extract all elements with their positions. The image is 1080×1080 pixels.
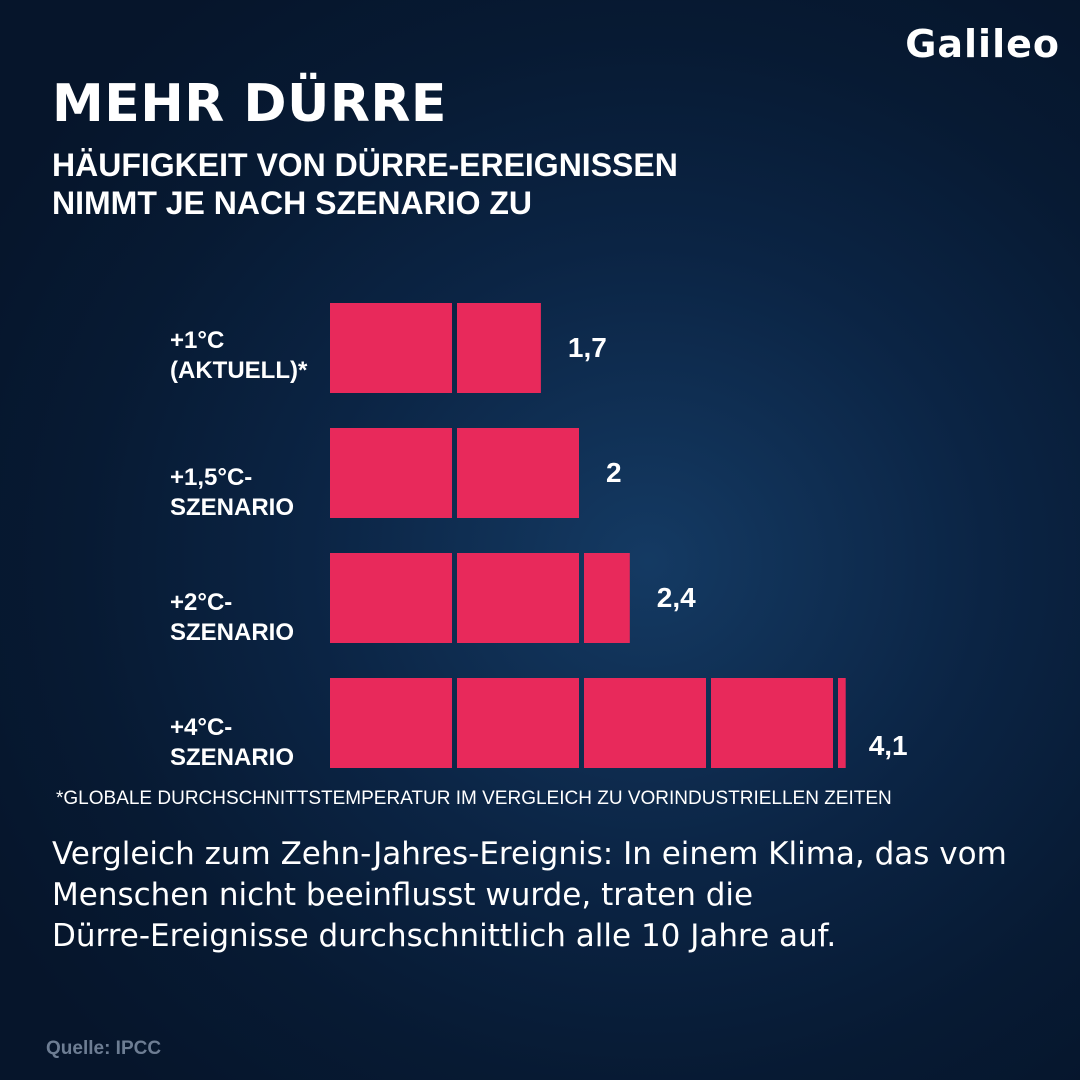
category-label-line: SZENARIO bbox=[170, 494, 294, 521]
bar-segment bbox=[457, 303, 541, 393]
bar-segment bbox=[330, 678, 452, 768]
bar-segment bbox=[330, 428, 452, 518]
bar-segment bbox=[838, 678, 846, 768]
bar-segment bbox=[711, 678, 833, 768]
note-line-3: Dürre-Ereignisse durchschnittlich alle 1… bbox=[52, 918, 837, 954]
category-label-line: +1°C bbox=[170, 327, 224, 354]
value-label: 1,7 bbox=[568, 332, 607, 363]
bar-segment bbox=[330, 303, 452, 393]
value-label: 4,1 bbox=[869, 730, 908, 761]
bar-group-1: +1°C (AKTUELL)* 1,7 bbox=[170, 303, 607, 393]
bar-segment bbox=[457, 678, 579, 768]
category-label-line: +2°C- bbox=[170, 589, 232, 616]
note-line-1: Vergleich zum Zehn-Jahres-Ereignis: In e… bbox=[52, 836, 1007, 872]
category-label-line: +4°C- bbox=[170, 714, 232, 741]
comparison-note: Vergleich zum Zehn-Jahres-Ereignis: In e… bbox=[52, 834, 1032, 957]
bar-segment bbox=[584, 553, 630, 643]
note-line-2: Menschen nicht beeinflusst wurde, traten… bbox=[52, 877, 754, 913]
chart-title: MEHR DÜRRE bbox=[52, 74, 447, 134]
category-label-line: SZENARIO bbox=[170, 619, 294, 646]
source-credit: Quelle: IPCC bbox=[46, 1038, 162, 1059]
bar-group-2: +1,5°C- SZENARIO 2 bbox=[170, 428, 622, 521]
category-label: +2°C- SZENARIO bbox=[170, 589, 294, 646]
galileo-logo: Galileo bbox=[905, 22, 1060, 66]
category-label: +4°C- SZENARIO bbox=[170, 714, 294, 771]
category-label-line: (AKTUELL)* bbox=[170, 357, 308, 384]
value-label: 2,4 bbox=[657, 582, 696, 613]
category-label-line: SZENARIO bbox=[170, 744, 294, 771]
category-label-line: +1,5°C- bbox=[170, 464, 252, 491]
bar-segment bbox=[330, 553, 452, 643]
bar-segment bbox=[457, 428, 579, 518]
subtitle-line-1: HÄUFIGKEIT VON DÜRRE-EREIGNISSEN bbox=[52, 147, 678, 183]
bar-group-3: +2°C- SZENARIO 2,4 bbox=[170, 553, 696, 646]
bar-chart: +1°C (AKTUELL)* 1,7 +1,5°C- SZENARIO 2 +2°C- SZ… bbox=[170, 303, 908, 771]
subtitle-line-2: NIMMT JE NACH SZENARIO ZU bbox=[52, 185, 532, 221]
value-label: 2 bbox=[606, 457, 622, 488]
bar-group-4: +4°C- SZENARIO 4,1 bbox=[170, 678, 908, 771]
chart-subtitle: HÄUFIGKEIT VON DÜRRE-EREIGNISSEN NIMMT J… bbox=[52, 146, 952, 222]
bar-segment bbox=[584, 678, 706, 768]
footnote: *GLOBALE DURCHSCHNITTSTEMPERATUR IM VERG… bbox=[56, 788, 892, 809]
category-label: +1°C (AKTUELL)* bbox=[170, 327, 308, 384]
category-label: +1,5°C- SZENARIO bbox=[170, 464, 294, 521]
bar-segment bbox=[457, 553, 579, 643]
